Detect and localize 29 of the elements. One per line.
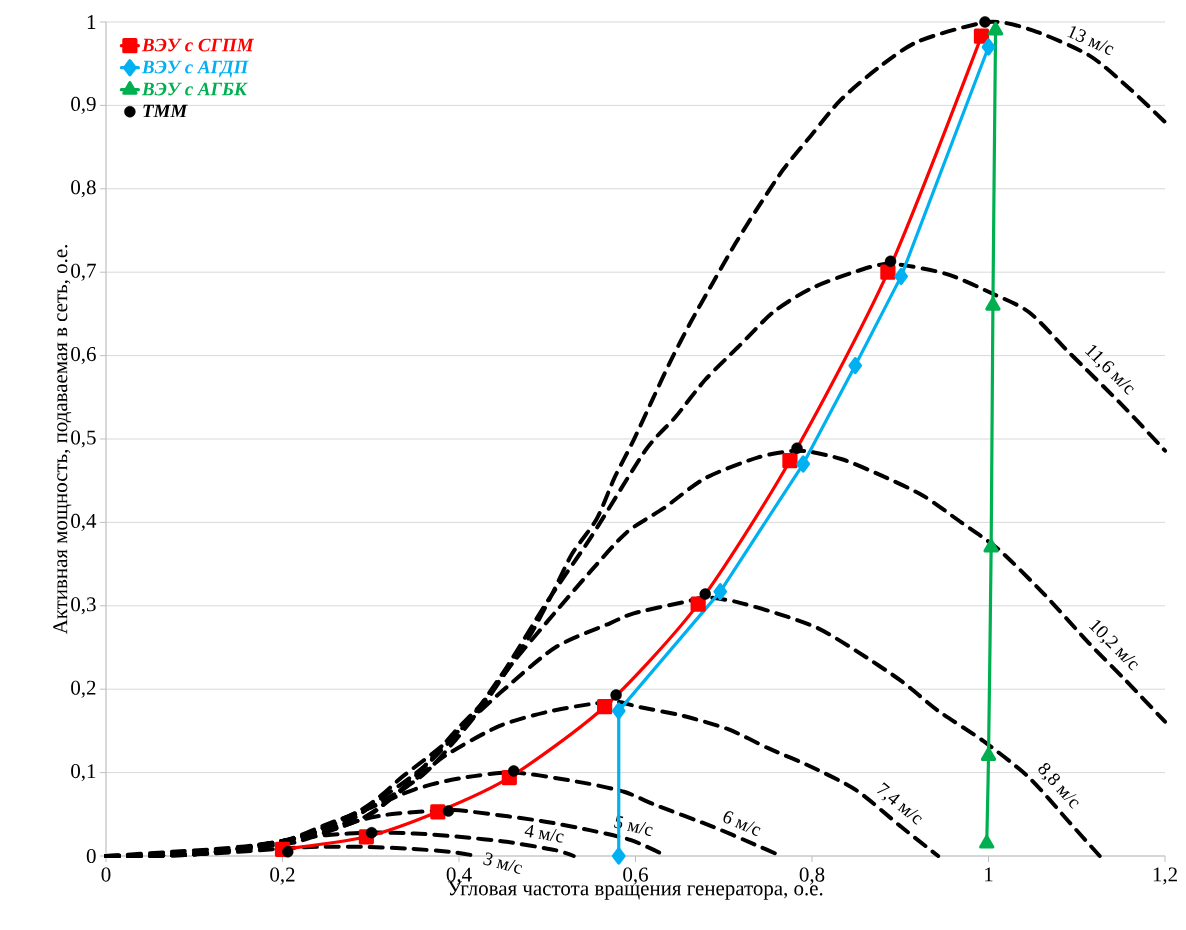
y-tick-label: 0,8 [71, 180, 96, 198]
legend-label: ВЭУ с АГБК [141, 82, 248, 96]
text: 10,2 м/с [1088, 619, 1138, 671]
legend-label: ВЭУ с АГДП [141, 60, 249, 78]
text: 4 м/с [524, 824, 564, 843]
x-tick-label: 1,2 [1153, 867, 1177, 885]
y-tick-label: 0,4 [71, 513, 97, 531]
text: 7,4 м/с [876, 782, 922, 825]
text: 3 м/с [483, 852, 523, 874]
y-tick-label: 0 [86, 848, 96, 864]
text: 13 м/с [1067, 26, 1114, 55]
y-tick-label: 0,9 [71, 96, 96, 114]
y-tick-label: 0,7 [71, 263, 96, 281]
x-tick-label: 0 [101, 867, 111, 882]
text: 8,8 м/с [1038, 762, 1079, 809]
x-tick-label: 0,2 [270, 867, 295, 885]
x-tick-label: 0,8 [799, 867, 825, 885]
legend-label: ВЭУ с СГПМ [141, 38, 255, 52]
y-tick-label: 0,1 [71, 764, 96, 782]
y-tick-label: 1 [87, 15, 96, 29]
y-axis-title: Активная мощность, подаваемая в сеть, о.е. [53, 245, 72, 635]
y-tick-label: 0,5 [71, 430, 96, 448]
text: 6 м/с [723, 811, 761, 836]
y-tick-label: 0,3 [71, 597, 96, 615]
text: 11,6 м/с [1084, 345, 1134, 395]
y-tick-label: 0,2 [71, 680, 96, 698]
y-tick-label: 0,6 [71, 347, 96, 365]
legend-label: ТММ [143, 104, 188, 118]
x-tick-label: 1 [985, 867, 993, 882]
